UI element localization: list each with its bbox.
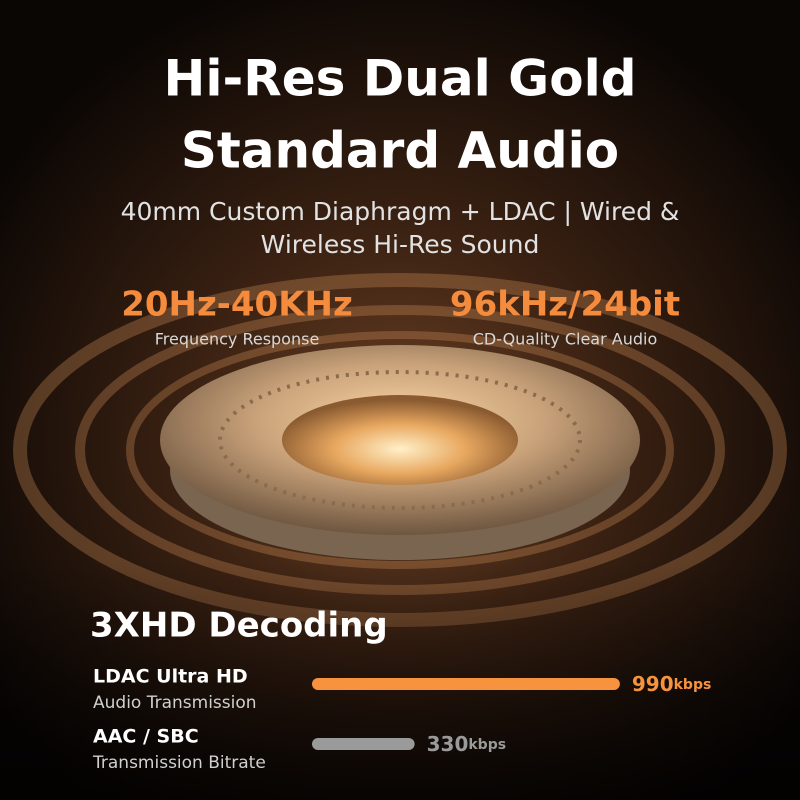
subtitle: 40mm Custom Diaphragm + LDAC | Wired & — [121, 197, 680, 226]
bitrate-value: 990kbps — [632, 672, 711, 696]
row-name: LDAC Ultra HD — [93, 666, 248, 688]
row-sublabel: Transmission Bitrate — [92, 753, 266, 773]
unit: kbps — [674, 677, 712, 693]
row-name: AAC / SBC — [93, 726, 199, 748]
subtitle: Wireless Hi-Res Sound — [261, 230, 540, 259]
earcup — [160, 345, 640, 560]
stat-value: 96kHz/24bit — [450, 285, 680, 325]
value: 990 — [632, 672, 674, 696]
bitrate-value: 330kbps — [427, 732, 506, 756]
stat-value: 20Hz-40KHz — [121, 285, 353, 325]
title: Hi-Res Dual Gold — [163, 50, 636, 108]
row-sublabel: Audio Transmission — [93, 693, 257, 713]
value: 330 — [427, 732, 469, 756]
stat-label: CD-Quality Clear Audio — [473, 330, 658, 349]
section-title: 3XHD Decoding — [90, 606, 388, 646]
stat-label: Frequency Response — [155, 330, 320, 349]
bitrate-bar — [312, 738, 415, 750]
title: Standard Audio — [181, 122, 619, 180]
bitrate-bar — [312, 678, 620, 690]
unit: kbps — [468, 737, 506, 753]
